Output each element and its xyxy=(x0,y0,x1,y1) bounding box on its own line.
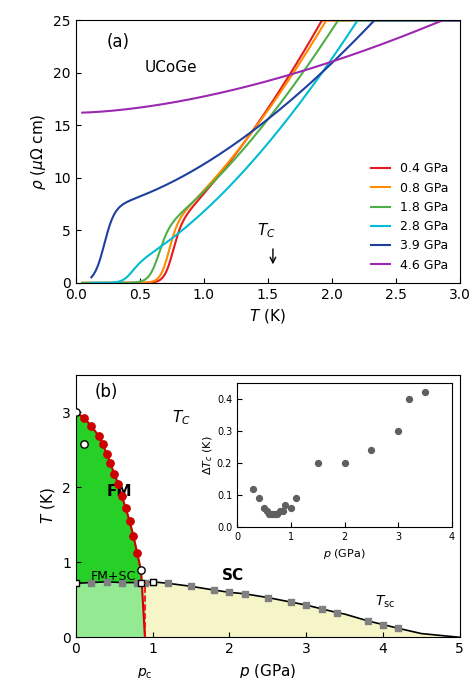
Point xyxy=(87,577,95,588)
Point xyxy=(134,548,141,559)
Point xyxy=(241,589,248,599)
Point xyxy=(134,577,141,588)
Point xyxy=(302,599,310,610)
Legend: 0.4 GPa, 0.8 GPa, 1.8 GPa, 2.8 GPa, 3.9 GPa, 4.6 GPa: 0.4 GPa, 0.8 GPa, 1.8 GPa, 2.8 GPa, 3.9 … xyxy=(366,157,454,277)
Point xyxy=(107,458,114,468)
Point xyxy=(264,592,272,603)
X-axis label: $p$ (GPa): $p$ (GPa) xyxy=(239,662,297,678)
Point xyxy=(364,616,372,626)
Point xyxy=(394,623,402,634)
Point xyxy=(126,516,133,527)
Point xyxy=(141,577,149,588)
Point xyxy=(226,587,233,598)
Point xyxy=(72,578,80,589)
Point xyxy=(187,581,195,592)
Text: FM: FM xyxy=(107,483,132,498)
Point xyxy=(99,439,107,450)
Text: (b): (b) xyxy=(95,382,118,401)
Y-axis label: $\rho$ ($\mu\Omega$ cm): $\rho$ ($\mu\Omega$ cm) xyxy=(29,113,48,190)
X-axis label: $T$ (K): $T$ (K) xyxy=(249,307,286,325)
Point xyxy=(80,439,87,450)
Point xyxy=(287,597,295,607)
Point xyxy=(122,503,129,514)
Point xyxy=(318,603,325,614)
Point xyxy=(129,531,137,542)
Point xyxy=(80,412,87,423)
Text: $T_C$: $T_C$ xyxy=(257,222,276,240)
Point xyxy=(103,448,110,459)
Polygon shape xyxy=(76,582,145,637)
Point xyxy=(118,577,126,588)
Text: UCoGe: UCoGe xyxy=(145,60,198,75)
Text: SC: SC xyxy=(222,567,244,582)
Text: $T_C$: $T_C$ xyxy=(172,408,191,426)
Text: (a): (a) xyxy=(107,33,129,52)
Point xyxy=(137,564,145,575)
Text: $T_\mathrm{sc}$: $T_\mathrm{sc}$ xyxy=(375,594,396,610)
Point xyxy=(87,420,95,431)
Polygon shape xyxy=(76,412,145,637)
Point xyxy=(110,468,118,479)
Point xyxy=(103,576,110,587)
Text: $p_\mathrm{c}$: $p_\mathrm{c}$ xyxy=(137,666,153,678)
Point xyxy=(149,576,156,587)
Point xyxy=(379,619,387,630)
Point xyxy=(95,431,103,441)
Point xyxy=(114,478,122,489)
Point xyxy=(149,576,156,587)
Point xyxy=(118,491,126,502)
Point xyxy=(210,584,218,595)
Point xyxy=(164,578,172,589)
Text: FM+SC: FM+SC xyxy=(91,570,137,582)
Point xyxy=(333,607,341,618)
Y-axis label: $T$ (K): $T$ (K) xyxy=(38,487,56,524)
Point xyxy=(72,407,80,418)
Point xyxy=(137,577,145,588)
